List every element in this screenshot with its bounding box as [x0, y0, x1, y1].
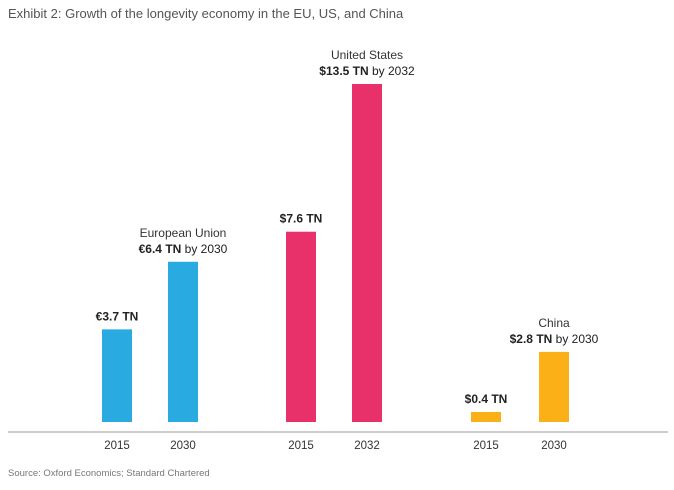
region-label: United States	[331, 48, 403, 62]
value-label: $2.8 TN by 2030	[510, 332, 599, 346]
value-label: €6.4 TN by 2030	[139, 242, 228, 256]
value-label: $0.4 TN	[465, 392, 508, 406]
chart-title: Exhibit 2: Growth of the longevity econo…	[8, 6, 404, 21]
value-label: $13.5 TN by 2032	[319, 64, 415, 78]
bar-us-2015	[286, 231, 316, 422]
bar-eu-2015	[102, 329, 132, 422]
bar-china-2015	[471, 411, 501, 422]
x-tick-label: 2015	[104, 440, 130, 452]
value-label: €3.7 TN	[96, 309, 139, 323]
x-tick-label: 2030	[541, 440, 567, 452]
bar-eu-2030	[168, 261, 198, 422]
x-tick-label: 2015	[473, 440, 499, 452]
region-label: European Union	[140, 226, 227, 240]
x-tick-label: 2030	[170, 440, 196, 452]
bar-us-2032	[352, 84, 382, 422]
source-note: Source: Oxford Economics; Standard Chart…	[8, 468, 210, 479]
x-tick-label: 2015	[288, 440, 314, 452]
region-label: China	[538, 316, 570, 330]
bar-china-2030	[539, 351, 569, 422]
x-tick-label: 2032	[354, 440, 380, 452]
value-label: $7.6 TN	[280, 212, 323, 226]
